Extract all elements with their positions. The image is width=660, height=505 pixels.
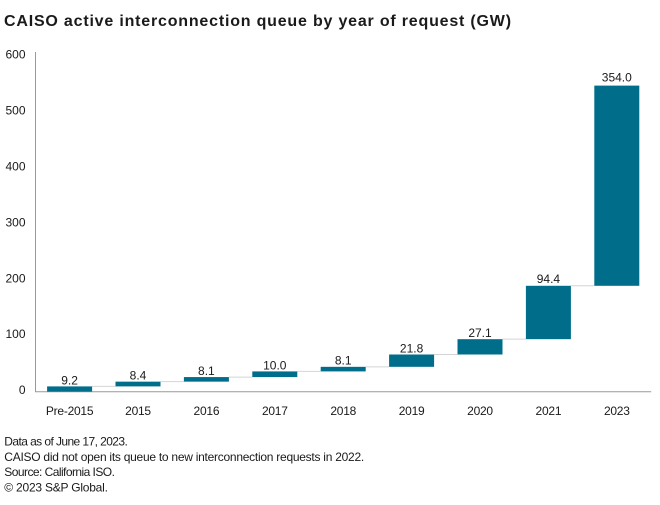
svg-text:2020: 2020 xyxy=(467,404,493,418)
svg-text:© 2023 S&P Global.: © 2023 S&P Global. xyxy=(4,480,107,494)
svg-text:2017: 2017 xyxy=(262,404,288,418)
svg-text:Data as of June 17, 2023.: Data as of June 17, 2023. xyxy=(4,435,127,449)
svg-text:9.2: 9.2 xyxy=(61,373,78,387)
svg-text:0: 0 xyxy=(19,383,26,397)
svg-text:354.0: 354.0 xyxy=(602,70,632,84)
svg-text:8.1: 8.1 xyxy=(198,364,215,378)
svg-text:CAISO did not open its queue t: CAISO did not open its queue to new inte… xyxy=(4,450,364,464)
svg-text:10.0: 10.0 xyxy=(263,358,287,372)
svg-text:8.1: 8.1 xyxy=(335,354,352,368)
svg-text:8.4: 8.4 xyxy=(130,369,147,383)
svg-text:27.1: 27.1 xyxy=(468,326,492,340)
svg-text:2018: 2018 xyxy=(330,404,356,418)
svg-text:CAISO active interconnection q: CAISO active interconnection queue by ye… xyxy=(4,13,512,30)
svg-text:94.4: 94.4 xyxy=(537,272,561,286)
svg-text:2023: 2023 xyxy=(604,404,630,418)
svg-text:500: 500 xyxy=(5,104,25,118)
svg-text:2021: 2021 xyxy=(536,404,562,418)
svg-text:100: 100 xyxy=(5,327,25,341)
svg-text:200: 200 xyxy=(5,271,25,285)
svg-text:21.8: 21.8 xyxy=(400,341,424,355)
svg-text:Pre-2015: Pre-2015 xyxy=(46,404,94,418)
svg-text:300: 300 xyxy=(5,215,25,229)
svg-text:2015: 2015 xyxy=(125,404,151,418)
svg-text:Source: California ISO.: Source: California ISO. xyxy=(4,465,114,479)
svg-text:400: 400 xyxy=(5,160,25,174)
svg-text:2019: 2019 xyxy=(399,404,425,418)
svg-text:2016: 2016 xyxy=(194,404,220,418)
svg-text:600: 600 xyxy=(5,48,25,62)
